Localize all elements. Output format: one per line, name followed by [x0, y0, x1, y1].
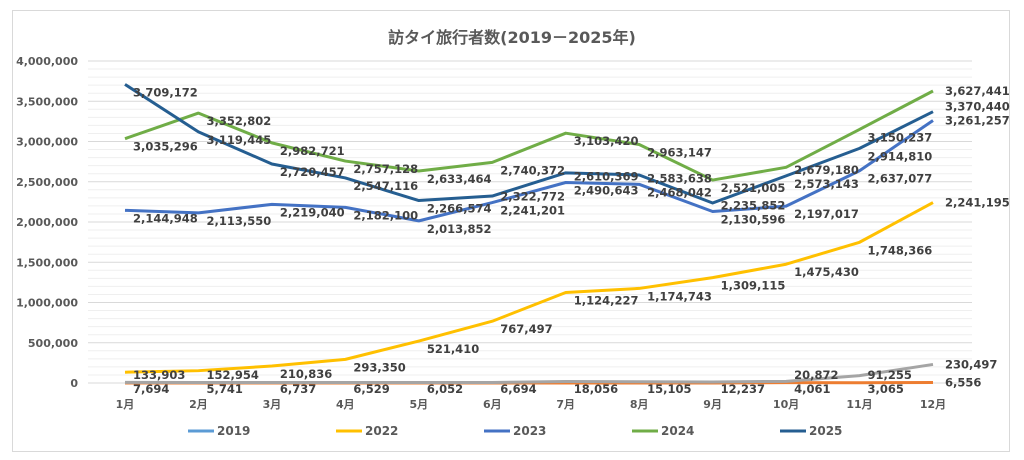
data-label: 2,241,201: [500, 204, 565, 218]
y-tick-label: 2,500,000: [16, 176, 78, 189]
data-label: 2,113,550: [206, 214, 271, 228]
data-label: 7,694: [133, 382, 169, 396]
series-line-2022: [124, 201, 934, 374]
data-label: 2,182,100: [353, 208, 418, 222]
legend-label-2023: 2023: [513, 424, 546, 438]
y-tick-label: 3,500,000: [16, 95, 78, 108]
data-label: 2,610,369: [574, 170, 639, 184]
data-label: 521,410: [427, 342, 479, 356]
legend-label-2022: 2022: [365, 424, 398, 438]
data-label: 91,255: [868, 368, 912, 382]
data-label: 767,497: [500, 322, 552, 336]
data-label: 2,241,195: [945, 196, 1010, 210]
legend-label-2024: 2024: [661, 424, 694, 438]
data-label: 3,709,172: [133, 85, 198, 99]
data-label: 2,982,721: [280, 144, 345, 158]
data-label: 6,556: [945, 375, 981, 389]
data-label: 2,322,772: [500, 190, 565, 204]
y-tick-label: 500,000: [28, 337, 78, 350]
data-label: 6,694: [500, 382, 536, 396]
data-label: 2,144,948: [133, 211, 198, 225]
data-label: 6,529: [353, 382, 389, 396]
data-label: 6,737: [280, 382, 316, 396]
legend-label-2025: 2025: [809, 424, 842, 438]
x-tick-label: 5月: [409, 398, 428, 411]
data-label: 3,119,445: [206, 133, 271, 147]
y-tick-label: 1,500,000: [16, 256, 78, 269]
data-label: 2,679,180: [794, 163, 859, 177]
data-label: 1,309,115: [721, 279, 786, 293]
data-label: 230,497: [945, 357, 997, 371]
data-label: 3,352,802: [206, 114, 271, 128]
x-tick-label: 1月: [116, 398, 135, 411]
y-tick-label: 4,000,000: [16, 55, 78, 68]
data-label: 2,740,372: [500, 163, 565, 177]
data-label: 2,547,116: [353, 179, 418, 193]
data-label: 2,573,143: [794, 177, 859, 191]
x-tick-label: 11月: [846, 398, 872, 411]
y-tick-label: 2,000,000: [16, 216, 78, 229]
series-line-2023: [124, 119, 934, 223]
data-label: 3,370,440: [945, 99, 1010, 113]
data-label: 2,637,077: [868, 172, 933, 186]
data-label: 2,468,042: [647, 185, 712, 199]
data-label: 1,748,366: [868, 243, 933, 257]
x-tick-label: 6月: [483, 398, 502, 411]
data-label: 2,914,810: [868, 149, 933, 163]
data-label: 12,237: [721, 382, 765, 396]
data-label: 2,720,457: [280, 165, 345, 179]
data-label: 2,757,128: [353, 162, 418, 176]
data-label: 2,490,643: [574, 184, 639, 198]
data-label: 20,872: [794, 368, 838, 382]
data-label: 1,124,227: [574, 293, 639, 307]
y-tick-label: 0: [70, 377, 78, 390]
x-tick-label: 7月: [556, 398, 575, 411]
y-tick-label: 1,000,000: [16, 297, 78, 310]
data-label: 3,035,296: [133, 140, 198, 154]
series-line-series-1: [124, 362, 934, 385]
data-label: 152,954: [206, 368, 258, 382]
data-label: 1,475,430: [794, 265, 859, 279]
data-label: 1,174,743: [647, 289, 712, 303]
legend-label-2019: 2019: [217, 424, 250, 438]
x-tick-label: 12月: [920, 398, 946, 411]
data-label: 5,741: [206, 382, 242, 396]
x-tick-label: 10月: [773, 398, 799, 411]
data-label: 2,963,147: [647, 145, 712, 159]
data-label: 2,235,852: [721, 198, 786, 212]
data-label: 6,052: [427, 382, 463, 396]
data-label: 4,061: [794, 382, 830, 396]
series-line-2025: [124, 83, 934, 205]
x-tick-label: 4月: [336, 398, 355, 411]
data-label: 3,065: [868, 382, 904, 396]
data-label: 210,836: [280, 367, 332, 381]
data-label: 15,105: [647, 382, 691, 396]
x-tick-label: 2月: [189, 398, 208, 411]
data-label: 2,013,852: [427, 222, 492, 236]
y-tick-label: 3,000,000: [16, 136, 78, 149]
data-label: 133,903: [133, 368, 185, 382]
data-label: 2,633,464: [427, 172, 492, 186]
series-line-2024: [124, 89, 934, 182]
data-label: 2,130,596: [721, 212, 786, 226]
data-label: 3,103,420: [574, 134, 639, 148]
data-label: 3,261,257: [945, 113, 1010, 127]
data-label: 293,350: [353, 360, 405, 374]
x-tick-label: 8月: [630, 398, 649, 411]
data-label: 3,627,441: [945, 84, 1010, 98]
data-label: 2,266,574: [427, 202, 492, 216]
chart-title: 訪タイ旅行者数(2019－2025年): [388, 28, 636, 47]
x-tick-label: 9月: [703, 398, 722, 411]
x-tick-label: 3月: [263, 398, 282, 411]
data-label: 2,197,017: [794, 207, 859, 221]
data-label: 3,150,237: [868, 130, 933, 144]
data-label: 2,521,005: [721, 181, 786, 195]
data-label: 2,219,040: [280, 205, 345, 219]
data-label: 18,056: [574, 382, 618, 396]
data-label: 2,583,638: [647, 171, 712, 185]
